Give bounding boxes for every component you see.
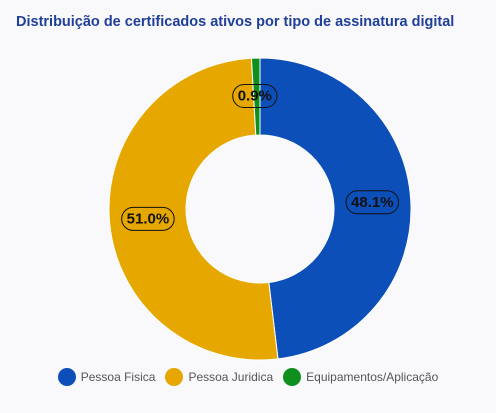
legend-swatch-pessoa-fisica (57, 368, 76, 386)
legend-label-pessoa-fisica: Pessoa Fisica (80, 370, 156, 384)
chart-title: Distribuição de certificados ativos por … (16, 14, 455, 30)
slice-equipamentos[interactable] (250, 57, 261, 136)
slice-label-box-pessoa-fisica (345, 190, 400, 215)
legend-label-equipamentos: Equipamentos/Aplicação (306, 370, 439, 384)
slice-pessoa-fisica[interactable] (259, 57, 412, 360)
chart-legend: Pessoa Fisica Pessoa Juridica Equipament… (0, 368, 496, 386)
legend-label-pessoa-juridica: Pessoa Juridica (188, 370, 274, 384)
slice-label-pessoa-juridica: 51.0% (121, 206, 175, 231)
legend-swatch-equipamentos (283, 368, 302, 386)
legend-item-equipamentos[interactable]: Equipamentos/Aplicação (283, 368, 438, 386)
legend-item-pessoa-fisica[interactable]: Pessoa Fisica (57, 368, 156, 386)
slice-label-text-equipamentos: 0.9% (238, 88, 272, 105)
slice-label-box-equipamentos (232, 84, 278, 109)
legend-item-pessoa-juridica[interactable]: Pessoa Juridica (165, 368, 273, 386)
slice-label-pessoa-fisica: 48.1% (345, 190, 400, 215)
slice-label-box-pessoa-juridica (121, 206, 175, 231)
slice-label-text-pessoa-juridica: 51.0% (127, 210, 170, 227)
slice-label-text-pessoa-fisica: 48.1% (351, 194, 394, 211)
slice-pessoa-juridica[interactable] (108, 57, 279, 361)
slice-label-equipamentos: 0.9% (232, 84, 278, 109)
legend-swatch-pessoa-juridica (165, 368, 184, 386)
